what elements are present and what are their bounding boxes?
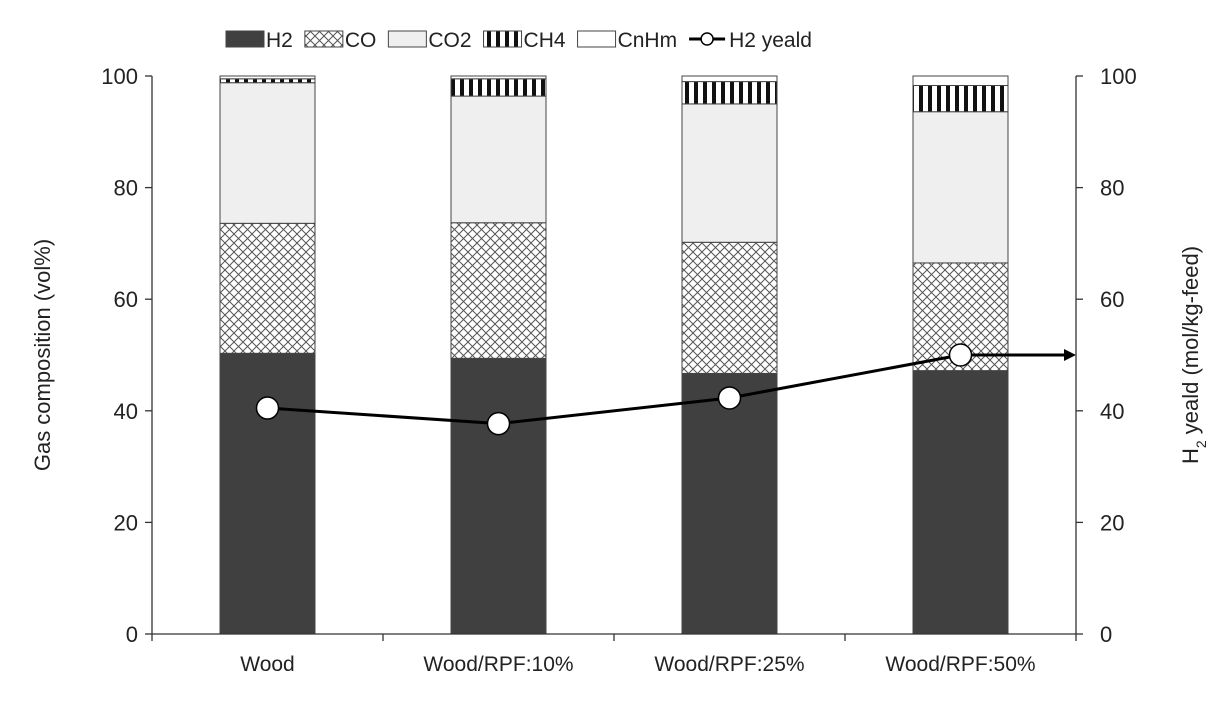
- legend-label-co2: CO2: [428, 29, 471, 52]
- bar-segment-h2: [450, 357, 547, 635]
- y-tick-label-left: 40: [114, 399, 138, 424]
- bar-segment-co2: [219, 82, 316, 224]
- bar-segment-co2: [450, 95, 547, 224]
- y-axis-right-title: H2 yeald (mol/kg-feed): [1178, 246, 1206, 464]
- y-tick-label-left: 20: [114, 510, 138, 535]
- legend-label-h2: H2: [266, 29, 293, 52]
- y-tick-label-right: 40: [1100, 399, 1124, 424]
- y-tick-label-right: 20: [1100, 510, 1124, 535]
- h2-yield-marker: [486, 411, 511, 436]
- legend-label-h2-yeald: H2 yeald: [729, 29, 812, 52]
- bar-segment-cnhm: [450, 75, 547, 80]
- y-tick-label-left: 0: [126, 622, 138, 647]
- legend-swatch-h2-yeald-marker: [700, 32, 714, 46]
- x-tick-label: Wood: [240, 653, 294, 676]
- y-tick-label-left: 60: [114, 287, 138, 312]
- legend-label-cnhm: CnHm: [618, 29, 678, 52]
- bar-segment-ch4: [450, 78, 547, 97]
- axes: 0 20 40 60 80 100 0 20 40 60 80 100 Wood Wood/RPF:10%…: [30, 64, 1206, 676]
- h2-yield-arrowhead: [1064, 349, 1076, 361]
- legend-swatch-ch4: [483, 30, 523, 48]
- legend-swatch-co2: [387, 30, 427, 48]
- y-tick-label-right: 100: [1100, 64, 1137, 89]
- legend-swatch-co: [304, 30, 344, 48]
- bar-segment-cnhm: [912, 75, 1009, 86]
- x-tick-label: Wood/RPF:50%: [885, 653, 1035, 676]
- bar-segment-co: [681, 241, 778, 374]
- y-tick-label-right: 0: [1100, 622, 1112, 647]
- x-tick-label: Wood/RPF:10%: [423, 653, 573, 676]
- bar-segment-h2: [912, 370, 1009, 635]
- bar-segment-h2: [219, 352, 316, 635]
- y-tick-label-right: 80: [1100, 176, 1124, 201]
- y-tick-label-right: 60: [1100, 287, 1124, 312]
- bar-segment-co: [450, 222, 547, 359]
- bar-segment-h2: [681, 372, 778, 635]
- bar-segment-ch4: [681, 81, 778, 105]
- legend-swatch-cnhm: [577, 30, 617, 48]
- legend-label-ch4: CH4: [524, 29, 566, 52]
- y-tick-label-left: 100: [101, 64, 138, 89]
- bar-segment-cnhm: [681, 75, 778, 83]
- bar-segment-co2: [912, 111, 1009, 264]
- bar-segment-cnhm: [219, 75, 316, 80]
- plot-area: [219, 75, 1076, 635]
- bar-segment-ch4: [912, 84, 1009, 113]
- legend: H2 CO CO2 CH4 CnHm H2 yeald: [225, 29, 812, 52]
- y-axis-left-title: Gas composition (vol%): [30, 239, 55, 471]
- h2-yield-marker: [948, 343, 973, 367]
- bar-segment-ch4: [219, 78, 316, 84]
- h2-yield-marker: [255, 396, 280, 420]
- bar-segment-co: [219, 222, 316, 354]
- bar-segment-co2: [681, 103, 778, 243]
- x-tick-label: Wood/RPF:25%: [654, 653, 804, 676]
- legend-swatch-h2: [225, 30, 265, 48]
- y-tick-label-left: 80: [114, 176, 138, 201]
- h2-yield-marker: [717, 386, 742, 410]
- legend-label-co: CO: [345, 29, 377, 52]
